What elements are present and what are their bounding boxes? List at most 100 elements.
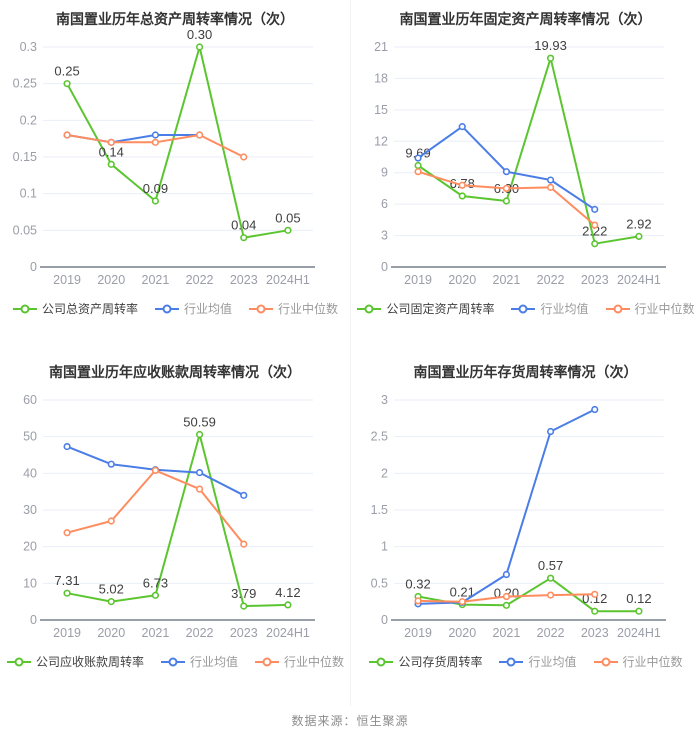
- svg-text:1.5: 1.5: [371, 503, 388, 517]
- svg-text:9: 9: [381, 166, 388, 180]
- legend-marker-icon: [249, 304, 273, 314]
- chart-legend: 公司应收账款周转率 行业均值 行业中位数: [0, 655, 350, 669]
- svg-text:2024H1: 2024H1: [617, 626, 661, 640]
- svg-text:12: 12: [374, 134, 388, 148]
- legend-item-industry-mean: 行业均值: [498, 655, 577, 669]
- line-chart: 0 0.05 0.1 0.15 0.2 0.25 0.3 2019 2020 2021 2022 20…: [13, 27, 315, 287]
- legend-label: 行业均值: [189, 655, 238, 669]
- svg-text:0.25: 0.25: [13, 77, 37, 91]
- svg-text:7.31: 7.31: [54, 573, 79, 588]
- svg-text:50.59: 50.59: [183, 415, 216, 430]
- svg-text:40: 40: [23, 466, 37, 480]
- legend-item-industry-median: 行业中位数: [248, 302, 338, 316]
- svg-text:0.05: 0.05: [13, 223, 37, 237]
- svg-text:2021: 2021: [493, 273, 521, 287]
- svg-text:0: 0: [381, 613, 388, 627]
- svg-text:0.2: 0.2: [20, 113, 37, 127]
- legend-item-company: 公司应收账款周转率: [6, 655, 144, 669]
- line-chart: 0 0.5 1 1.5 2 2.5 3 2019 2020 2021 2022 2023 2024H1 0…: [371, 393, 666, 640]
- svg-text:2.22: 2.22: [582, 224, 607, 239]
- svg-text:5.02: 5.02: [99, 582, 124, 597]
- legend-item-company: 公司存货周转率: [368, 655, 482, 669]
- svg-text:0: 0: [381, 260, 388, 274]
- svg-text:2021: 2021: [142, 273, 170, 287]
- legend-marker-icon: [160, 657, 185, 667]
- svg-text:2.5: 2.5: [371, 430, 388, 444]
- svg-text:0.3: 0.3: [20, 40, 37, 54]
- legend-item-industry-median: 行业中位数: [254, 655, 344, 669]
- svg-text:0.25: 0.25: [54, 64, 79, 79]
- svg-text:2: 2: [381, 466, 388, 480]
- legend-label: 公司应收账款周转率: [35, 655, 144, 669]
- svg-text:2020: 2020: [97, 273, 125, 287]
- legend-label: 行业中位数: [284, 655, 345, 669]
- legend-marker-icon: [12, 304, 37, 314]
- svg-text:0.09: 0.09: [143, 181, 168, 196]
- chart-total-asset-turnover: 南国置业历年总资产周转率情况（次） 0 0.05 0.1 0.15 0.2 0.25 0.3…: [0, 0, 350, 353]
- svg-text:2019: 2019: [404, 626, 432, 640]
- chart-title: 南国置业历年固定资产周转率情况（次）: [399, 11, 652, 27]
- legend-marker-icon: [154, 304, 179, 314]
- svg-text:20: 20: [23, 540, 37, 554]
- chart-title: 南国置业历年应收账款周转率情况（次）: [49, 364, 301, 380]
- legend-marker-icon: [605, 304, 630, 314]
- legend-marker-icon: [369, 657, 394, 667]
- svg-text:2022: 2022: [537, 626, 565, 640]
- legend-label: 行业均值: [540, 302, 589, 316]
- legend-item-industry-median: 行业中位数: [593, 655, 683, 669]
- svg-text:0.21: 0.21: [450, 585, 475, 600]
- svg-text:4.12: 4.12: [275, 585, 300, 600]
- legend-label: 行业均值: [183, 302, 232, 316]
- svg-text:6: 6: [381, 197, 388, 211]
- legend-item-industry-mean: 行业均值: [154, 302, 232, 316]
- svg-text:0.12: 0.12: [626, 591, 651, 606]
- svg-text:2020: 2020: [448, 273, 476, 287]
- svg-text:0: 0: [30, 613, 37, 627]
- svg-text:3: 3: [381, 393, 388, 407]
- chart-title: 南国置业历年总资产周转率情况（次）: [56, 11, 294, 27]
- svg-text:2020: 2020: [448, 626, 476, 640]
- legend-label: 公司总资产周转率: [41, 302, 138, 316]
- svg-text:0: 0: [30, 260, 37, 274]
- svg-text:60: 60: [23, 393, 37, 407]
- legend-marker-icon: [499, 657, 524, 667]
- svg-text:0.32: 0.32: [405, 577, 430, 592]
- chart-fixed-asset-turnover: 南国置业历年固定资产周转率情况（次） 0 3 6 9 12 15 18 21 2019 2020 2…: [350, 0, 700, 353]
- svg-text:2.92: 2.92: [626, 216, 651, 231]
- svg-text:0.04: 0.04: [231, 218, 256, 233]
- legend-marker-icon: [6, 657, 31, 667]
- svg-text:2022: 2022: [186, 273, 214, 287]
- legend-label: 公司固定资产周转率: [386, 302, 495, 316]
- svg-text:1: 1: [381, 540, 388, 554]
- svg-text:0.15: 0.15: [13, 150, 37, 164]
- charts-grid: 南国置业历年总资产周转率情况（次） 0 0.05 0.1 0.15 0.2 0.25 0.3…: [0, 0, 700, 706]
- legend-item-industry-median: 行业中位数: [605, 302, 695, 316]
- svg-text:2023: 2023: [581, 626, 609, 640]
- legend-marker-icon: [511, 304, 536, 314]
- legend-marker-icon: [357, 304, 382, 314]
- svg-text:10: 10: [23, 576, 37, 590]
- svg-text:2023: 2023: [230, 273, 258, 287]
- svg-text:2021: 2021: [142, 626, 170, 640]
- svg-text:2019: 2019: [404, 273, 432, 287]
- data-source-note: 数据来源：恒生聚源: [291, 714, 409, 728]
- legend-marker-icon: [593, 657, 618, 667]
- legend-label: 公司存货周转率: [398, 655, 483, 669]
- chart-inventory-turnover: 南国置业历年存货周转率情况（次） 0 0.5 1 1.5 2 2.5 3 2019 2020 20…: [350, 353, 700, 706]
- legend-label: 行业均值: [528, 655, 577, 669]
- svg-text:2019: 2019: [53, 273, 81, 287]
- svg-text:2024H1: 2024H1: [266, 626, 310, 640]
- svg-text:2022: 2022: [537, 273, 565, 287]
- svg-text:0.57: 0.57: [538, 558, 563, 573]
- legend-label: 行业中位数: [634, 302, 695, 316]
- svg-text:2021: 2021: [493, 626, 521, 640]
- svg-text:2023: 2023: [581, 273, 609, 287]
- chart-accounts-receivable-turnover: 南国置业历年应收账款周转率情况（次） 0 10 20 30 40 50 60 2019 2020…: [0, 353, 350, 706]
- line-chart: 0 3 6 9 12 15 18 21 2019 2020 2021 2022 2023 2024H1 9.…: [374, 38, 666, 287]
- svg-text:2022: 2022: [186, 626, 214, 640]
- legend-item-industry-mean: 行业均值: [510, 302, 589, 316]
- chart-legend: 公司总资产周转率 行业均值 行业中位数: [0, 302, 350, 316]
- svg-text:6.73: 6.73: [143, 575, 168, 590]
- legend-item-company: 公司总资产周转率: [12, 302, 138, 316]
- legend-item-company: 公司固定资产周转率: [356, 302, 494, 316]
